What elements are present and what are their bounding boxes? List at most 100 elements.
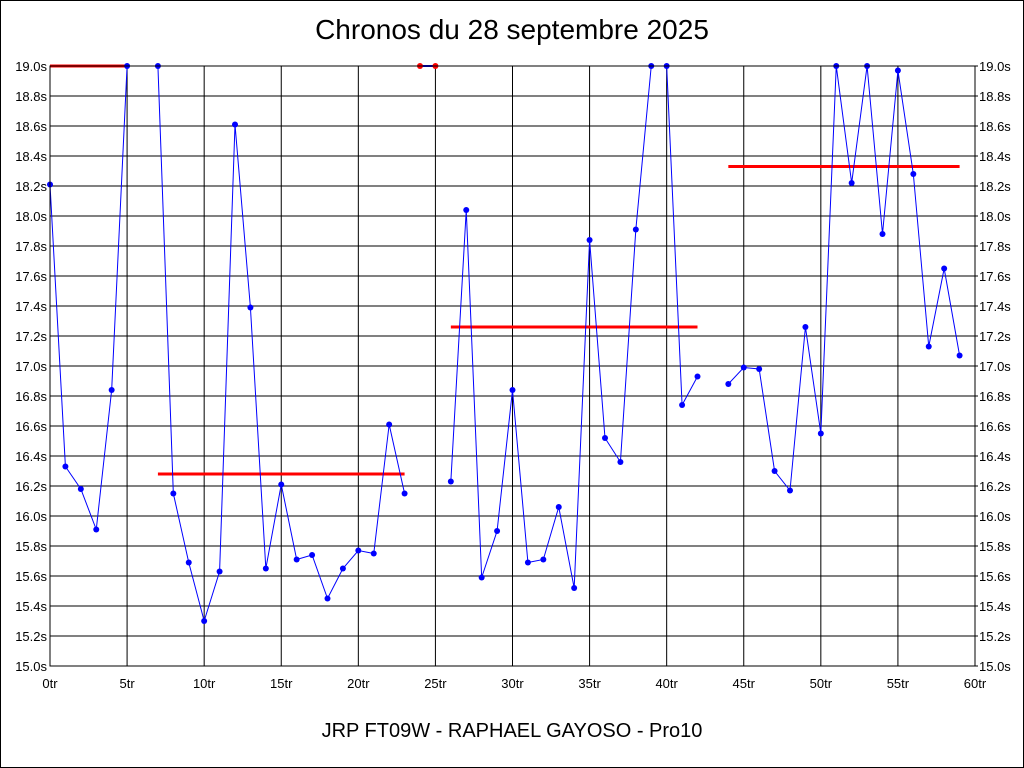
average-lines — [50, 64, 960, 476]
y-tick-label-right: 15.0s — [979, 659, 1011, 674]
y-tick-label-right: 18.6s — [979, 119, 1011, 134]
lap-point — [524, 559, 531, 566]
lap-point — [278, 481, 285, 488]
lap-point — [725, 381, 732, 387]
y-tick-label-left: 15.2s — [15, 629, 47, 644]
lap-point — [571, 585, 578, 591]
lap-point — [386, 421, 393, 428]
y-tick-label-left: 18.8s — [15, 89, 47, 104]
y-tick-label-right: 19.0s — [979, 59, 1011, 74]
y-tick-label-left: 15.6s — [15, 569, 47, 584]
y-tick-label-right: 17.2s — [979, 329, 1011, 344]
y-tick-label-right: 18.8s — [979, 89, 1011, 104]
lap-point — [756, 366, 763, 372]
plot-border — [49, 65, 976, 667]
y-tick-label-left: 16.4s — [15, 449, 47, 464]
y-tick-label-left: 18.2s — [15, 179, 47, 194]
y-tick-label-right: 15.2s — [979, 629, 1011, 644]
y-tick-label-right: 15.8s — [979, 539, 1011, 554]
lap-point — [694, 373, 701, 380]
lap-point — [77, 486, 84, 492]
x-axis: 0tr 5tr 10tr 15tr 20tr 25tr 30tr 35tr 40tr 45tr 50… — [42, 676, 986, 691]
y-tick-label-right: 16.4s — [979, 449, 1011, 464]
y-tick-label-left: 16.2s — [15, 479, 47, 494]
y-tick-label-left: 16.0s — [15, 509, 47, 524]
lap-point — [309, 552, 316, 558]
y-tick-label-left: 18.6s — [15, 119, 47, 134]
y-tick-label-right: 18.4s — [979, 149, 1011, 164]
grid — [49, 65, 976, 667]
y-tick-label-left: 19.0s — [15, 59, 47, 74]
y-tick-label-left: 15.0s — [15, 659, 47, 674]
lap-point — [401, 490, 408, 497]
x-tick-label: 45tr — [733, 676, 756, 691]
x-tick-label: 5tr — [119, 676, 135, 691]
lap-point — [201, 618, 208, 624]
y-tick-label-right: 17.6s — [979, 269, 1011, 284]
y-tick-label-right: 17.0s — [979, 359, 1011, 374]
x-tick-label: 40tr — [655, 676, 678, 691]
lap-point — [108, 387, 115, 393]
lap-point — [339, 565, 346, 572]
lap-point — [463, 207, 470, 213]
lap-point — [262, 565, 269, 572]
x-tick-label: 20tr — [347, 676, 370, 691]
y-tick-label-right: 16.2s — [979, 479, 1011, 494]
x-tick-label: 50tr — [810, 676, 833, 691]
lap-point — [817, 430, 824, 437]
x-tick-label: 35tr — [578, 676, 601, 691]
lap-point — [540, 556, 547, 563]
lap-series-line — [727, 65, 961, 492]
lap-point — [216, 568, 223, 575]
lap-point — [879, 231, 886, 237]
lap-point — [324, 595, 331, 602]
lap-point — [848, 180, 855, 186]
y-tick-label-left: 18.0s — [15, 209, 47, 224]
lap-point — [632, 226, 639, 233]
lap-point — [447, 478, 454, 485]
x-tick-label: 10tr — [193, 676, 216, 691]
lap-point — [232, 121, 238, 128]
chart-title: Chronos du 28 septembre 2025 — [315, 14, 709, 45]
lap-point — [802, 324, 809, 330]
y-tick-label-left: 17.2s — [15, 329, 47, 344]
lap-point — [555, 504, 562, 510]
lap-point — [170, 490, 177, 497]
y-axis-left: 15.0s 15.2s 15.4s 15.6s 15.8s 16.0s 16.2s 16.4s… — [15, 59, 47, 674]
chart-footer: JRP FT09W - RAPHAEL GAYOSO - Pro10 — [321, 720, 703, 742]
y-tick-label-left: 17.8s — [15, 239, 47, 254]
y-tick-label-left: 17.0s — [15, 359, 47, 374]
y-tick-label-right: 18.0s — [979, 209, 1011, 224]
y-tick-label-right: 18.2s — [979, 179, 1011, 194]
lap-point — [509, 387, 516, 393]
lap-point — [602, 435, 608, 441]
lap-point — [771, 468, 778, 474]
y-tick-label-right: 16.6s — [979, 419, 1011, 434]
y-tick-label-right: 17.4s — [979, 299, 1011, 314]
lap-point — [617, 459, 624, 465]
lap-point — [941, 265, 948, 272]
lap-point — [62, 463, 69, 470]
y-tick-label-left: 17.6s — [15, 269, 47, 284]
y-tick-label-right: 16.8s — [979, 389, 1011, 404]
lap-point — [894, 67, 901, 74]
x-tick-label: 60tr — [964, 676, 987, 691]
lap-series — [47, 63, 963, 624]
lap-point — [925, 343, 932, 350]
x-tick-label: 55tr — [887, 676, 910, 691]
lap-point — [247, 304, 254, 311]
lap-point — [787, 487, 793, 494]
y-tick-label-left: 18.4s — [15, 149, 47, 164]
x-tick-label: 15tr — [270, 676, 293, 691]
lap-point — [93, 526, 100, 533]
y-tick-label-left: 16.8s — [15, 389, 47, 404]
lap-point — [355, 547, 362, 554]
lap-point — [679, 402, 686, 408]
y-axis-right: 15.0s 15.2s 15.4s 15.6s 15.8s 16.0s 16.2s 16.4s… — [975, 59, 1011, 674]
y-tick-label-left: 15.4s — [15, 599, 47, 614]
y-tick-label-right: 15.4s — [979, 599, 1011, 614]
y-tick-label-right: 16.0s — [979, 509, 1011, 524]
lap-point — [740, 364, 747, 371]
lap-series-line — [49, 65, 128, 530]
